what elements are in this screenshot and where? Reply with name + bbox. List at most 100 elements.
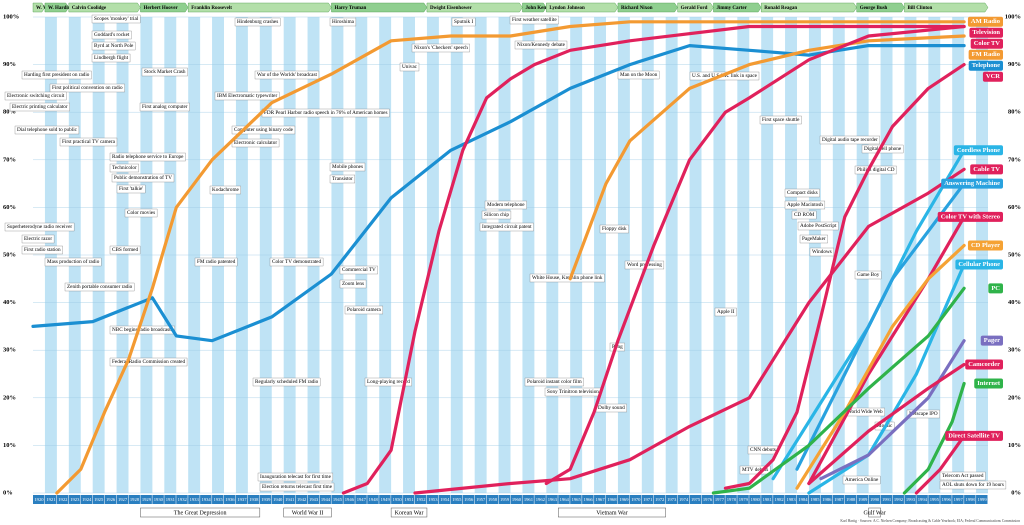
annotation: Windows (812, 249, 832, 255)
year-label-bg (570, 495, 582, 504)
president-band (617, 2, 678, 13)
y-tick-label-right: 90% (1008, 61, 1021, 68)
event-name: Gulf War (863, 509, 885, 516)
year-label-bg (56, 495, 69, 504)
annotation-box (939, 471, 986, 481)
annotation: MTV debuts (742, 467, 768, 473)
annotation: Electronic calculator (234, 140, 277, 146)
year-label-bg (438, 495, 451, 504)
year-label-bg (44, 495, 57, 504)
series-label: Cellular Phone (958, 261, 1000, 268)
annotation: America Online (845, 477, 879, 483)
x-tick-label: 1969 (619, 497, 629, 502)
annotation: Nixon's 'Checkers' speech (414, 45, 468, 51)
x-tick-label: 1959 (500, 497, 510, 502)
president-band (68, 2, 141, 13)
x-tick-label: 1966 (584, 497, 594, 502)
annotation-box (714, 307, 737, 317)
annotation: Superheterodyne radio receiver (7, 224, 72, 230)
x-tick-label: 1975 (691, 497, 701, 502)
annotation: PageMaker (802, 236, 826, 242)
x-tick-label: 1987 (834, 497, 844, 502)
annotation-box (599, 224, 629, 234)
annotation: Stock Market Crash (144, 69, 186, 75)
annotation-box (784, 188, 820, 198)
annotation-box (4, 91, 67, 101)
year-label-bg (868, 495, 881, 504)
x-tick-label: 1940 (273, 497, 283, 502)
year-label-bg (140, 495, 152, 504)
annotation-box (784, 200, 826, 210)
annotation-box (141, 67, 188, 77)
year-label-bg (761, 495, 773, 504)
annotation-box (9, 102, 70, 112)
series-label-box (937, 211, 1003, 222)
president-band (426, 2, 523, 13)
year-label-bg (808, 495, 821, 504)
year-label-bg (426, 495, 439, 504)
annotation: Zenith portable consumer radio (67, 284, 133, 290)
year-label-bg (212, 495, 224, 504)
annotation-box (231, 125, 296, 135)
year-label-bg (749, 495, 761, 504)
y-tick-label-right: 40% (1008, 299, 1021, 306)
series-line (55, 20, 966, 495)
series-label-box (953, 145, 1003, 156)
x-tick-label: 1992 (894, 497, 904, 502)
event-band (283, 507, 332, 518)
annotation: Electronic switching circuit (7, 93, 65, 99)
event-name: World War II (292, 510, 324, 516)
annotation: Dial telephone sold to public (17, 127, 78, 133)
annotation-box (109, 152, 186, 162)
x-tick-label: 1988 (846, 497, 856, 502)
series-line (914, 434, 966, 495)
series-label-box (982, 71, 1003, 82)
series-label-box (965, 359, 1003, 370)
series-label-box (988, 283, 1003, 294)
annotation: Digital audio tape recorder (822, 137, 878, 143)
y-tick-label: 30% (3, 347, 16, 354)
year-label-bg (104, 495, 117, 504)
year-label-bg (832, 495, 845, 504)
x-tick-label: 1953 (428, 497, 438, 502)
annotation: AOL shuts down for 19 hours (942, 481, 1004, 488)
annotation: Word processing (627, 262, 662, 268)
annotation: Nixon/Kennedy debate (517, 42, 566, 48)
x-tick-label: 1963 (548, 497, 558, 502)
x-tick-label: 1984 (798, 497, 808, 502)
year-label-bg (689, 495, 701, 504)
president-band (44, 2, 70, 13)
president-band (546, 2, 619, 13)
year-label-bg (415, 495, 427, 504)
year-label-bg (450, 495, 463, 504)
x-tick-label: 1951 (404, 497, 414, 502)
x-tick-label: 1977 (715, 497, 725, 502)
annotation: Polaroid camera (347, 307, 382, 313)
president-name: Dwight Eisenhower (430, 6, 473, 11)
annotation-box (257, 472, 334, 482)
x-tick-label: 1956 (464, 497, 474, 502)
series-label-box (970, 164, 1003, 175)
president-band (713, 2, 762, 13)
annotation-box (234, 17, 281, 27)
x-tick-label: 1982 (775, 497, 785, 502)
annotation-box (59, 137, 118, 147)
x-tick-label: 1945 (333, 497, 343, 502)
x-tick-label: 1980 (751, 497, 761, 502)
y-tick-label: 10% (3, 442, 16, 449)
annotation-box (329, 162, 366, 172)
x-tick-label: 1942 (297, 497, 307, 502)
year-label-bg (355, 495, 367, 504)
x-tick-label: 1943 (309, 497, 319, 502)
year-label-bg (940, 495, 952, 504)
x-tick-label: 1938 (249, 497, 259, 502)
x-tick-label: 1925 (94, 497, 104, 502)
annotation: Electric razor (24, 236, 52, 242)
year-label-bg (558, 495, 570, 504)
annotation-box (484, 200, 527, 210)
y-tick-label: 20% (3, 394, 16, 401)
year-label-bg (797, 495, 809, 504)
annotation-box (329, 17, 357, 27)
x-tick-label: 1926 (106, 497, 116, 502)
year-label-bg (319, 495, 331, 504)
